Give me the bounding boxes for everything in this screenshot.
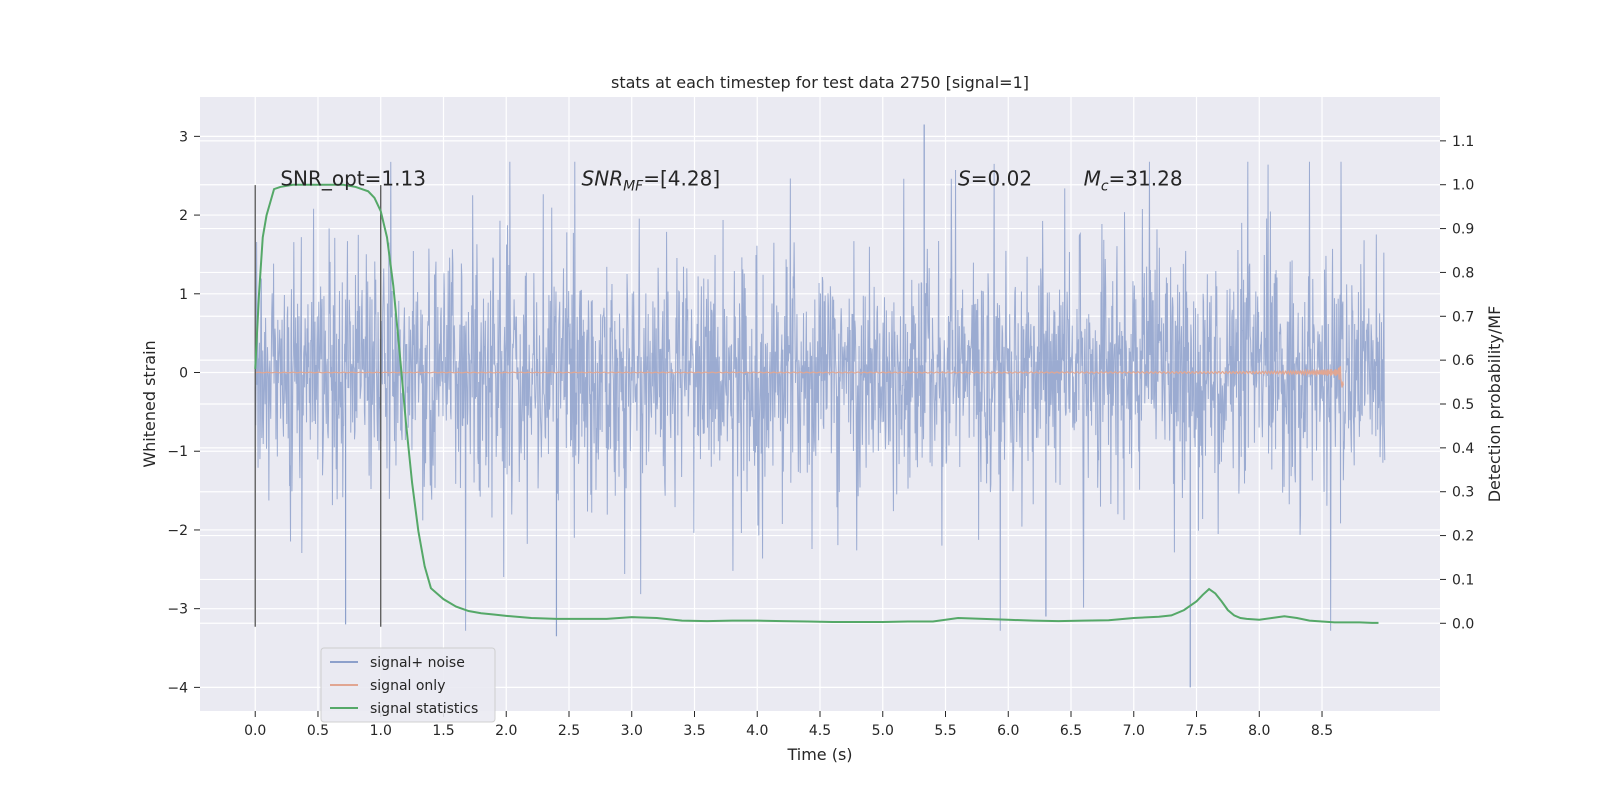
y-right-tick-label-0: 0.0 [1452,616,1474,632]
x-tick-label-10: 5.0 [872,723,894,739]
annotation-3: Mc=31.28 [1084,167,1183,195]
y-right-tick-label-2: 0.2 [1452,529,1474,545]
x-tick-label-4: 2.0 [495,723,517,739]
y-axis-right-ticks: 0.0 0.1 0.2 0.3 0.4 0.5 0.6 0.7 0.8 0.9 1.0 1.1 [1440,134,1474,632]
y-right-tick-label-3: 0.3 [1452,485,1474,501]
x-tick-label-1: 0.5 [307,723,329,739]
y-right-tick-label-10: 1.0 [1452,178,1474,194]
legend-box [320,647,496,723]
y-left-tick-label-1: −3 [167,602,188,618]
series-signal-only [255,366,1344,388]
y-left-tick-label-4: 0 [179,366,188,382]
x-tick-label-6: 3.0 [621,723,643,739]
y-left-tick-label-5: 1 [179,287,188,303]
legend-label-signal-noise: signal+ noise [370,655,465,671]
y-left-tick-label-0: −4 [167,680,188,696]
y-right-tick-label-9: 0.9 [1452,222,1474,238]
y-axis-right-label: Detection probability/MF [1485,306,1504,503]
y-axis-left-ticks: −4 −3 −2 −1 0 1 2 3 [167,129,200,696]
signal-noise-line [254,161,1386,631]
annotations: SNR_opt=1.13 SNRMF=[4.28] S=0.02 Mc=31.28 [280,167,1182,195]
y-axis-left-label: Whitened strain [140,340,159,467]
y-right-tick-label-7: 0.7 [1452,309,1474,325]
signal-statistics-line [254,183,1379,624]
x-tick-label-11: 5.5 [934,723,956,739]
x-tick-label-0: 0.0 [244,723,266,739]
signal-only-line [255,366,1344,388]
y-left-tick-label-7: 3 [179,129,188,145]
series-signal-statistics [254,183,1379,624]
legend-label-signal-only: signal only [370,678,445,694]
x-axis-label: Time (s) [786,745,852,764]
x-tick-label-8: 4.0 [746,723,768,739]
y-right-tick-label-6: 0.6 [1452,353,1474,369]
x-tick-label-15: 7.5 [1185,723,1207,739]
x-tick-label-3: 1.5 [432,723,454,739]
chart-title: stats at each timestep for test data 275… [611,73,1029,92]
annotation-2: S=0.02 [958,167,1032,191]
x-tick-label-5: 2.5 [558,723,580,739]
y-left-tick-label-6: 2 [179,208,188,224]
x-tick-label-16: 8.0 [1248,723,1270,739]
y-right-tick-label-8: 0.8 [1452,265,1474,281]
y-right-tick-label-4: 0.4 [1452,441,1474,457]
y-right-tick-label-1: 0.1 [1452,572,1474,588]
x-tick-label-9: 4.5 [809,723,831,739]
x-axis-ticks: 0.0 0.5 1.0 1.5 2.0 2.5 3.0 3.5 4.0 4.5 5.0 5.5 6.0 6… [244,711,1333,739]
y-left-tick-label-3: −1 [167,444,188,460]
x-tick-label-14: 7.0 [1123,723,1145,739]
y-right-tick-label-5: 0.5 [1452,397,1474,413]
legend-label-signal-statistics: signal statistics [370,701,478,717]
vertical-markers [254,185,382,627]
x-tick-label-17: 8.5 [1311,723,1333,739]
annotation-0: SNR_opt=1.13 [280,167,426,191]
x-tick-label-12: 6.0 [997,723,1019,739]
legend: signal+ noise signal only signal statist… [320,647,496,723]
x-tick-label-2: 1.0 [370,723,392,739]
series-signal-noise [254,124,1386,688]
y-right-tick-label-11: 1.1 [1452,134,1474,150]
x-tick-label-13: 6.5 [1060,723,1082,739]
x-tick-label-7: 3.5 [683,723,705,739]
y-left-tick-label-2: −2 [167,523,188,539]
annotation-1: SNRMF=[4.28] [582,167,721,195]
